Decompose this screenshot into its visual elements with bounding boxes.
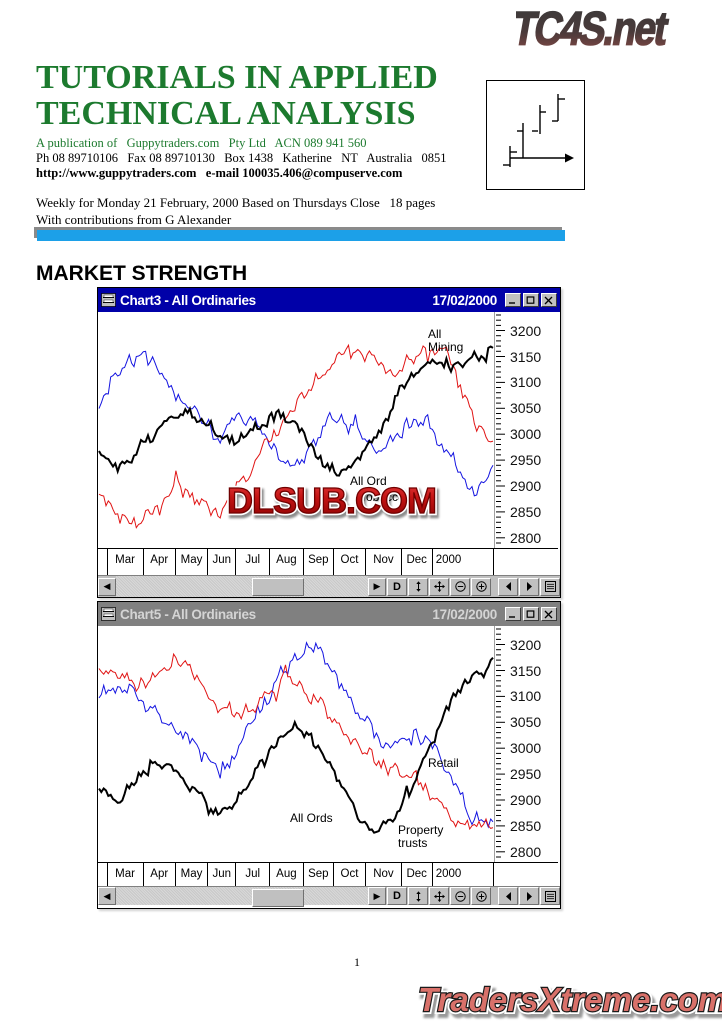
svg-text:TC4S.net: TC4S.net xyxy=(516,3,672,50)
svg-text:DLSUB.COM: DLSUB.COM xyxy=(227,480,436,521)
svg-text:TradersXtreme.com: TradersXtreme.com xyxy=(418,981,722,1018)
